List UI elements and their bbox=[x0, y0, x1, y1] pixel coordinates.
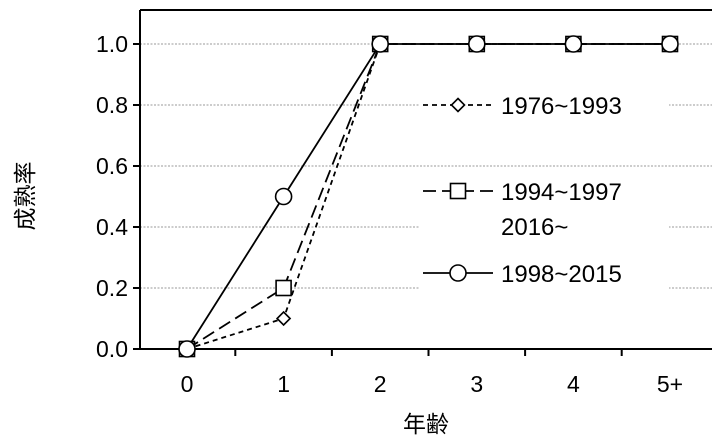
gridlines bbox=[140, 43, 712, 289]
legend-label-2: 1998~2015 bbox=[501, 261, 622, 288]
x-tick-label: 1 bbox=[277, 371, 290, 397]
x-tick-label: 5+ bbox=[657, 371, 683, 397]
series-line-2 bbox=[186, 43, 670, 350]
y-tick-label: 0.6 bbox=[96, 153, 128, 179]
data-point-1-1 bbox=[275, 279, 292, 297]
series-markers bbox=[178, 35, 679, 358]
y-tick-label: 0.4 bbox=[96, 214, 128, 240]
data-point-2-4 bbox=[564, 35, 583, 53]
series-lines bbox=[186, 43, 670, 350]
data-point-2-2 bbox=[371, 35, 390, 53]
legend-label-1: 1994~1997 bbox=[501, 179, 622, 206]
data-point-2-1 bbox=[274, 187, 293, 206]
y-tick-label: 0.2 bbox=[96, 275, 128, 301]
y-tick-label: 1.0 bbox=[96, 31, 128, 57]
legend-marker-2 bbox=[449, 264, 467, 282]
labels: 0.0 0.2 0.4 0.6 0.8 1.0 0 1 2 3 4 5+ 年齢 成熟率 bbox=[13, 31, 683, 438]
legend: 1976~1993 1994~1997 2016~ 1998~2015 bbox=[419, 87, 669, 291]
legend-marker-1 bbox=[449, 182, 467, 200]
data-point-2-3 bbox=[467, 35, 486, 53]
x-tick-label: 0 bbox=[181, 371, 194, 397]
y-tick-label: 0.8 bbox=[96, 92, 128, 118]
series-line-0 bbox=[186, 43, 670, 350]
x-tick-label: 3 bbox=[470, 371, 483, 397]
data-point-0-1 bbox=[275, 310, 292, 327]
legend-label-1-line2: 2016~ bbox=[501, 214, 568, 241]
x-axis-title: 年齢 bbox=[403, 412, 449, 438]
legend-marker-0 bbox=[450, 97, 466, 113]
x-tick-label: 2 bbox=[374, 371, 387, 397]
legend-label-0: 1976~1993 bbox=[501, 93, 622, 120]
data-point-2-5 bbox=[661, 35, 679, 53]
y-axis-title: 成熟率 bbox=[13, 162, 39, 231]
axes bbox=[133, 9, 712, 356]
data-point-2-0 bbox=[178, 340, 196, 358]
x-tick-label: 4 bbox=[567, 371, 580, 397]
y-tick-label: 0.0 bbox=[96, 336, 128, 362]
